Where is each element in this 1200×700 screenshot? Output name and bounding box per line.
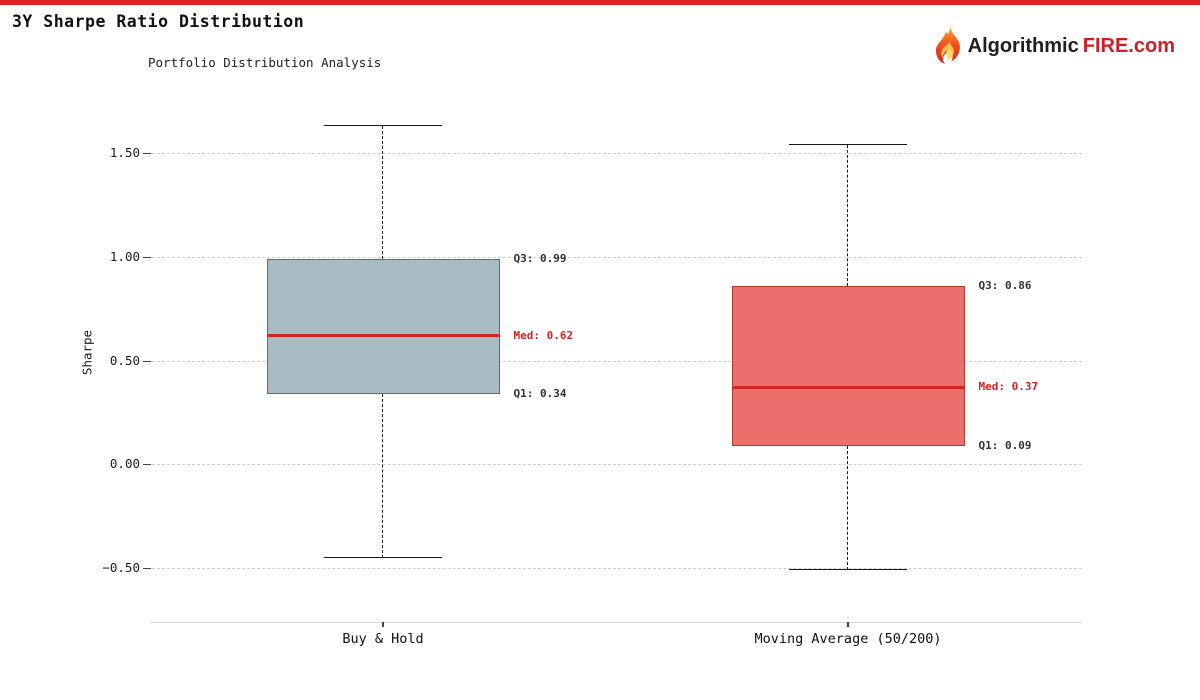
x-tick-label: Moving Average (50/200) xyxy=(754,631,942,647)
gridline xyxy=(152,256,1082,258)
median-line xyxy=(732,385,964,389)
whisker-cap-lower xyxy=(789,569,907,571)
y-tick-label: 1.50 xyxy=(109,145,140,160)
y-tick-label: 0.00 xyxy=(109,456,140,472)
gridline xyxy=(152,153,1082,154)
boxplot-box xyxy=(266,258,500,394)
brand-text-red: FIRE.com xyxy=(1082,34,1175,57)
median-line xyxy=(267,334,499,338)
gridline xyxy=(152,568,1082,569)
chart-title: 3Y Sharpe Ratio Distribution xyxy=(12,12,305,31)
x-axis-spine xyxy=(150,622,1082,623)
y-tick-mark xyxy=(143,464,151,466)
y-tick-label: 0.50 xyxy=(109,352,140,368)
annotation-median: Med: 0.37 xyxy=(978,380,1039,394)
annotation-q3: Q3: 0.99 xyxy=(513,251,567,265)
annotation-q1: Q1: 0.09 xyxy=(978,438,1032,452)
whisker-upper xyxy=(847,144,849,286)
x-tick-mark xyxy=(382,622,384,627)
whisker-upper xyxy=(382,126,384,259)
gridline xyxy=(152,360,1082,362)
brand-logo: Algorithmic FIRE.com xyxy=(934,27,1175,65)
top-accent-bar xyxy=(0,0,1200,5)
y-tick-label: 1.00 xyxy=(109,248,140,264)
y-tick-mark xyxy=(143,360,151,362)
x-tick-mark xyxy=(847,622,849,627)
annotation-q3: Q3: 0.86 xyxy=(978,278,1032,292)
whisker-cap-lower xyxy=(324,556,442,558)
annotation-median: Med: 0.62 xyxy=(513,328,574,342)
flame-icon xyxy=(934,27,964,65)
x-tick-label: Buy & Hold xyxy=(342,631,424,647)
y-tick-mark xyxy=(143,256,151,258)
boxplot-box xyxy=(731,285,965,446)
whisker-lower xyxy=(847,445,849,571)
y-tick-mark xyxy=(143,153,151,154)
chart-subtitle: Portfolio Distribution Analysis xyxy=(148,55,382,70)
whisker-lower xyxy=(382,393,384,558)
brand-text-dark: Algorithmic xyxy=(967,34,1079,57)
whisker-cap-upper xyxy=(324,125,442,127)
whisker-cap-upper xyxy=(789,143,907,145)
annotation-q1: Q1: 0.34 xyxy=(513,386,567,400)
y-tick-mark xyxy=(143,568,151,569)
gridline xyxy=(152,464,1082,466)
y-tick-label: −0.50 xyxy=(102,560,140,575)
